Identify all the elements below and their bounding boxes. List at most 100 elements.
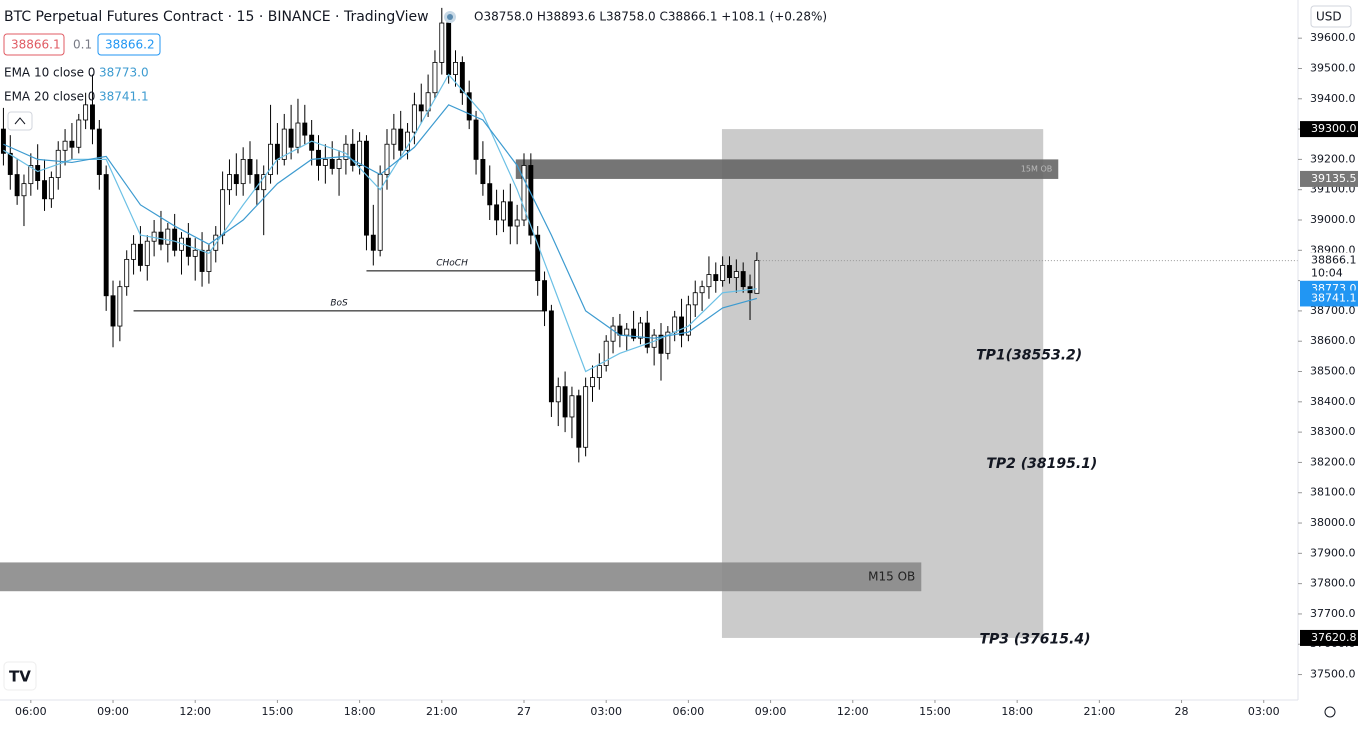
- candle-body: [692, 292, 698, 306]
- candle-body: [459, 62, 465, 94]
- y-tick-label: 38700.0: [1310, 304, 1356, 317]
- ask-price: 38866.2: [105, 38, 155, 52]
- y-tick-label: 38600.0: [1310, 334, 1356, 347]
- candle-body: [172, 228, 178, 251]
- candle-body: [254, 174, 260, 191]
- candle-body: [90, 104, 95, 130]
- candle-body: [206, 249, 212, 272]
- candle-body: [699, 286, 705, 294]
- candle-body: [733, 271, 739, 278]
- candle-body: [665, 331, 671, 354]
- zone: [0, 562, 922, 592]
- candle-body: [295, 122, 301, 148]
- y-tick-label: 37800.0: [1310, 577, 1356, 590]
- take-profit-label: TP2 (38195.1): [986, 456, 1097, 472]
- x-tick-label: 27: [517, 705, 531, 718]
- candle-body: [405, 131, 411, 151]
- candle-body: [302, 122, 308, 136]
- candle-body: [343, 143, 349, 160]
- candle-body: [309, 134, 315, 151]
- price-label-box: [1300, 290, 1358, 307]
- candle-body: [473, 119, 479, 160]
- currency-button[interactable]: [1310, 5, 1352, 28]
- candle-body: [706, 274, 712, 288]
- candle-body: [391, 128, 397, 145]
- x-tick-label: 09:00: [755, 705, 787, 718]
- y-tick-label: 39600.0: [1310, 31, 1356, 44]
- x-tick-label: 28: [1175, 705, 1189, 718]
- candle-body: [96, 128, 102, 175]
- candle-body: [233, 174, 239, 185]
- zone-label: M15 OB: [868, 569, 915, 583]
- candle-body: [199, 249, 205, 272]
- candle-body: [185, 237, 191, 257]
- collapse-button[interactable]: [7, 111, 33, 131]
- y-tick-label: 38300.0: [1310, 425, 1356, 438]
- x-tick-label: 09:00: [97, 705, 129, 718]
- x-tick-label: 18:00: [1001, 705, 1033, 718]
- symbol-title: BTC Perpetual Futures Contract · 15 · BI…: [4, 9, 429, 25]
- price-label-box: [1300, 252, 1358, 283]
- bid-price: 38866.1: [11, 38, 61, 52]
- candle-body: [542, 280, 547, 312]
- y-tick-label: 37500.0: [1310, 668, 1356, 681]
- y-tick-label: 38100.0: [1310, 486, 1356, 499]
- ema-value: 38741.1: [99, 90, 149, 104]
- candle-body: [480, 158, 486, 185]
- candle-body: [377, 174, 383, 251]
- x-tick-label: 18:00: [344, 705, 376, 718]
- candle-body: [418, 104, 424, 112]
- countdown: 10:04: [1311, 267, 1343, 280]
- candle-body: [446, 22, 452, 75]
- currency: USD: [1316, 10, 1342, 24]
- candle-body: [562, 386, 568, 418]
- candle-body: [357, 140, 363, 166]
- candle-body: [35, 165, 41, 182]
- y-tick-label: 38000.0: [1310, 516, 1356, 529]
- candle-body: [624, 328, 630, 336]
- candle-body: [227, 174, 232, 191]
- ema-line: [3, 73, 757, 373]
- candle-body: [555, 386, 561, 403]
- y-tick-label: 37900.0: [1310, 546, 1356, 559]
- candle-body: [316, 149, 321, 166]
- candle-body: [144, 240, 150, 266]
- buy-button[interactable]: [97, 33, 161, 56]
- y-tick-label: 39500.0: [1310, 61, 1356, 74]
- candle-body: [453, 62, 458, 75]
- chevron-icon: [14, 117, 26, 125]
- candle-body: [514, 219, 520, 227]
- candle-body: [48, 177, 54, 200]
- candle-body: [336, 158, 342, 169]
- ema-label: EMA 10 close 0: [4, 66, 95, 80]
- logo-mark: TV: [9, 668, 31, 686]
- candle-body: [110, 295, 116, 327]
- candle-body: [62, 140, 68, 151]
- candle-body: [288, 128, 294, 148]
- x-tick-label: 06:00: [673, 705, 705, 718]
- candle-body: [596, 365, 602, 378]
- candle-body: [720, 265, 726, 282]
- x-tick-label: 15:00: [919, 705, 951, 718]
- status-dot: [447, 14, 453, 20]
- candle-body: [124, 258, 130, 288]
- settings-icon[interactable]: [1324, 706, 1336, 718]
- y-tick-label: 38500.0: [1310, 365, 1356, 378]
- y-tick-label: 38400.0: [1310, 395, 1356, 408]
- candle-body: [685, 304, 691, 336]
- sell-button[interactable]: [3, 33, 65, 56]
- candle-body: [583, 386, 589, 448]
- candle-body: [220, 189, 226, 236]
- candle-body: [439, 22, 445, 63]
- candle-body: [14, 174, 20, 197]
- candle-body: [590, 377, 595, 388]
- candle-body: [521, 165, 527, 221]
- y-tick-label: 37700.0: [1310, 607, 1356, 620]
- x-tick-label: 03:00: [1248, 705, 1280, 718]
- logo[interactable]: [3, 661, 37, 691]
- price-label-box: [1300, 170, 1358, 187]
- candle-body: [329, 158, 335, 169]
- candle-body: [281, 128, 287, 160]
- candle-body: [0, 128, 6, 154]
